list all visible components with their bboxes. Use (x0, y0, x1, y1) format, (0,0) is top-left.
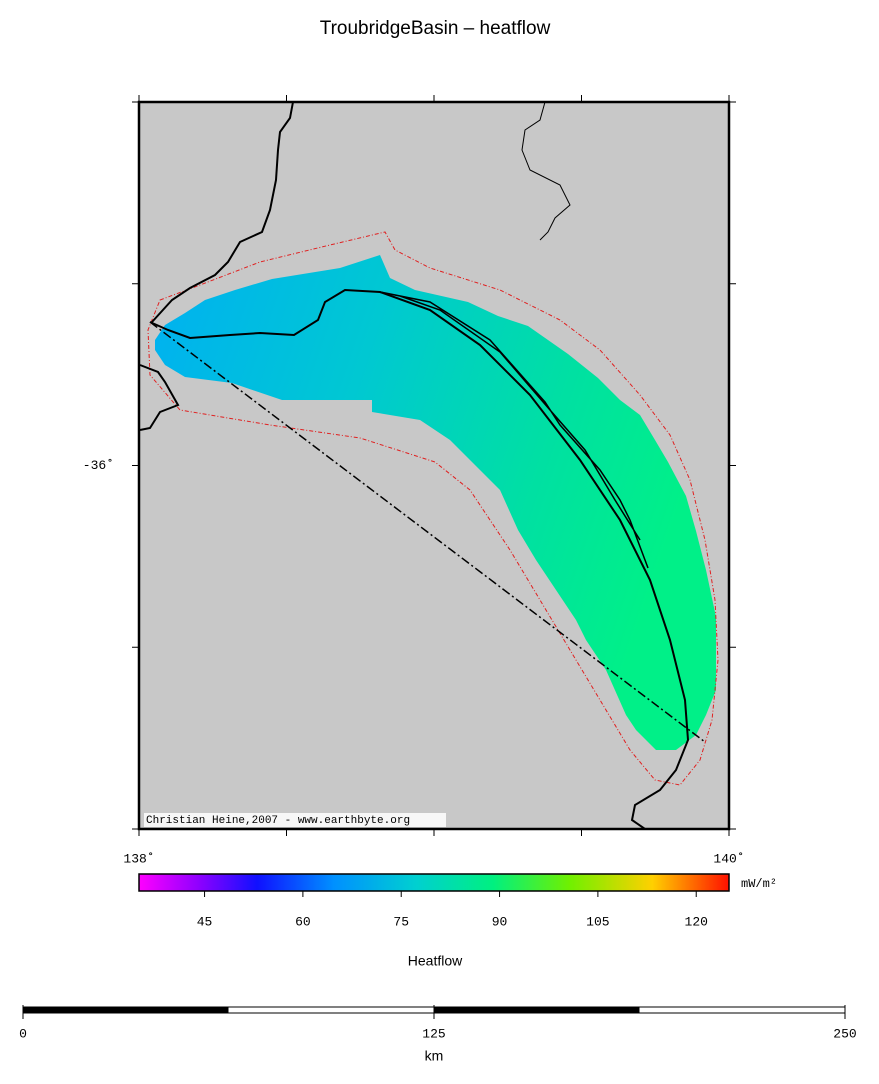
colorbar-tick-label: 120 (685, 914, 708, 929)
heatflow-grid (155, 255, 716, 750)
lagoon-shore (379, 291, 649, 569)
scalebar-segment (23, 1007, 229, 1013)
scalebar-unit: km (425, 1048, 444, 1064)
river (521, 102, 571, 241)
scalebar-tick-label: 250 (833, 1026, 856, 1041)
basin-outline (147, 231, 719, 786)
colorbar (138, 873, 730, 892)
coastline (139, 102, 690, 829)
colorbar-tick-label: 90 (492, 914, 508, 929)
map-features (139, 102, 719, 829)
colorbar-unit: mW/m² (741, 877, 777, 891)
colorbar-label: Heatflow (408, 953, 463, 969)
colorbar-tick-label: 45 (197, 914, 213, 929)
scalebar-tick-label: 0 (19, 1026, 27, 1041)
y-tick-label: -36˚ (83, 458, 114, 473)
scalebar-segment (434, 1007, 640, 1013)
profile-line (149, 321, 706, 743)
credit-box (144, 813, 446, 827)
x-tick-label: 140˚ (713, 851, 744, 866)
title: TroubridgeBasin – heatflow (320, 18, 551, 39)
colorbar-tick-label: 105 (586, 914, 609, 929)
x-tick-label: 138˚ (123, 851, 154, 866)
colorbar-tick-label: 60 (295, 914, 311, 929)
scalebar-tick-label: 125 (422, 1026, 445, 1041)
colorbar-tick-label: 75 (393, 914, 409, 929)
credit: Christian Heine,2007 - www.earthbyte.org (146, 815, 410, 827)
